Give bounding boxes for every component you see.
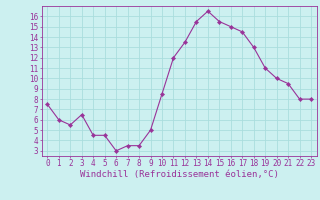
X-axis label: Windchill (Refroidissement éolien,°C): Windchill (Refroidissement éolien,°C) bbox=[80, 170, 279, 179]
